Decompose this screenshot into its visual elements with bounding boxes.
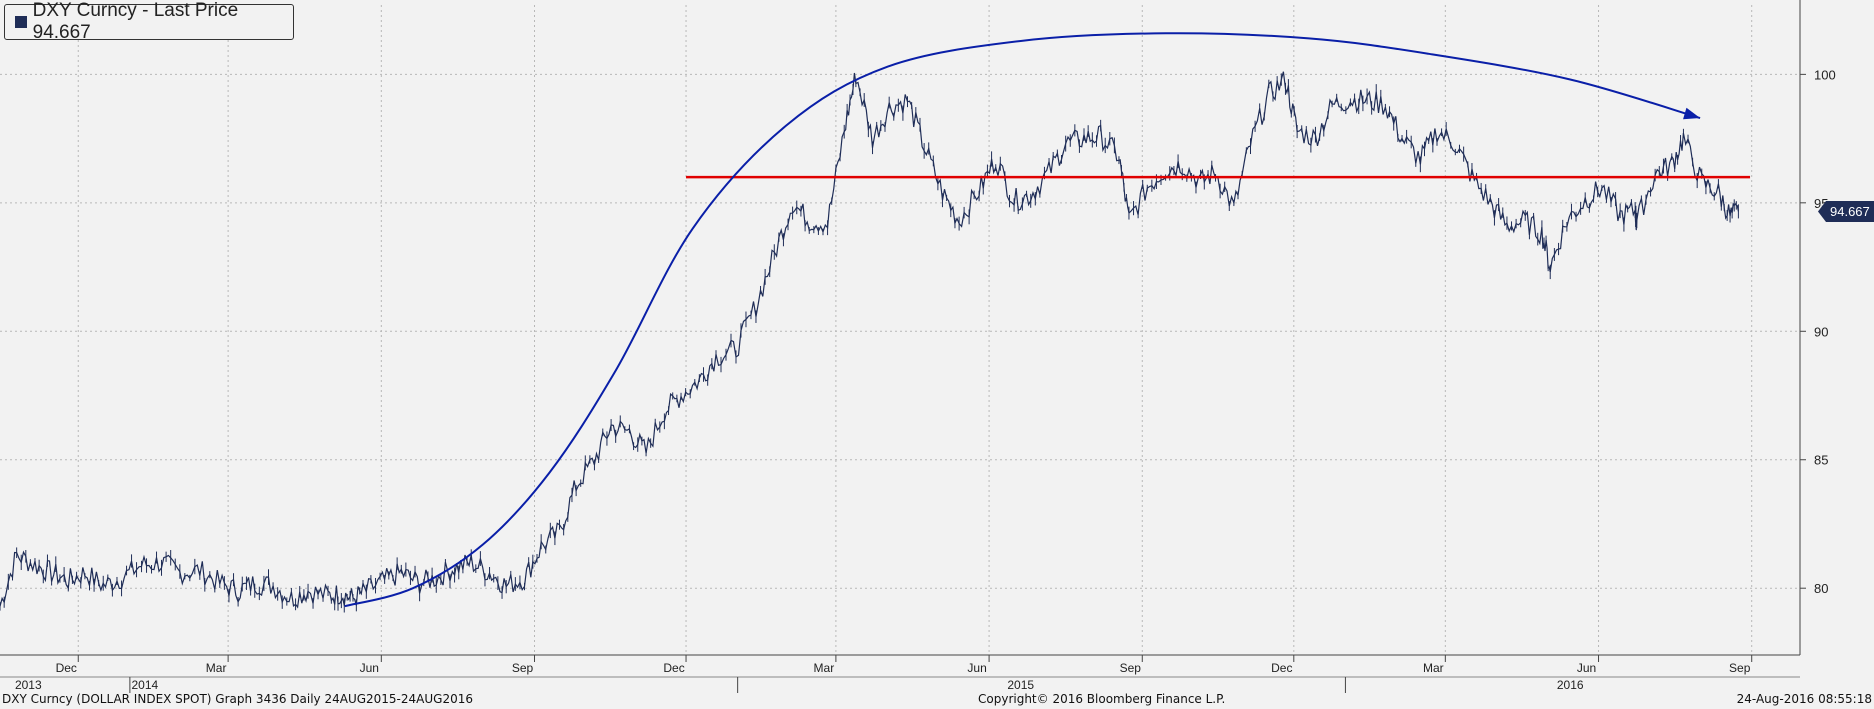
year-label: 2014: [132, 678, 159, 692]
legend-swatch: [15, 16, 27, 28]
annotations: [344, 32, 1751, 608]
x-tick-label: Sep: [1120, 661, 1142, 675]
last-price-badge: 94.667: [1818, 201, 1874, 222]
x-tick-label: Sep: [1729, 661, 1751, 675]
footer-copyright: Copyright© 2016 Bloomberg Finance L.P.: [978, 692, 1226, 706]
year-label: 2013: [15, 678, 42, 692]
x-tick-label: Jun: [1577, 661, 1596, 675]
x-tick-label: Dec: [56, 661, 77, 675]
y-tick-label: 90: [1814, 324, 1828, 339]
trend-arrowhead: [1683, 107, 1701, 120]
legend-label: DXY Curncy - Last Price 94.667: [32, 0, 239, 43]
plot-area: [0, 71, 1739, 613]
x-tick-label: Mar: [206, 661, 227, 675]
y-tick-label: 80: [1814, 581, 1828, 596]
x-tick-label: Jun: [360, 661, 379, 675]
year-label: 2016: [1557, 678, 1584, 692]
footer-timestamp: 24-Aug-2016 08:55:18: [1736, 692, 1872, 706]
price-line: [0, 71, 1739, 609]
grid: [0, 5, 1800, 655]
x-tick-label: Mar: [814, 661, 835, 675]
x-tick-label: Dec: [663, 661, 684, 675]
trend-curve: [344, 32, 1701, 608]
footer-source: DXY Curncy (DOLLAR INDEX SPOT) Graph 343…: [2, 692, 473, 706]
x-tick-label: Dec: [1271, 661, 1292, 675]
x-tick-label: Mar: [1423, 661, 1444, 675]
x-tick-label: Sep: [512, 661, 534, 675]
y-tick-label: 100: [1814, 67, 1836, 82]
legend: DXY Curncy - Last Price 94.667: [4, 0, 294, 43]
x-tick-label: Jun: [967, 661, 986, 675]
y-tick-label: 85: [1814, 453, 1828, 468]
year-label: 2015: [1007, 678, 1034, 692]
